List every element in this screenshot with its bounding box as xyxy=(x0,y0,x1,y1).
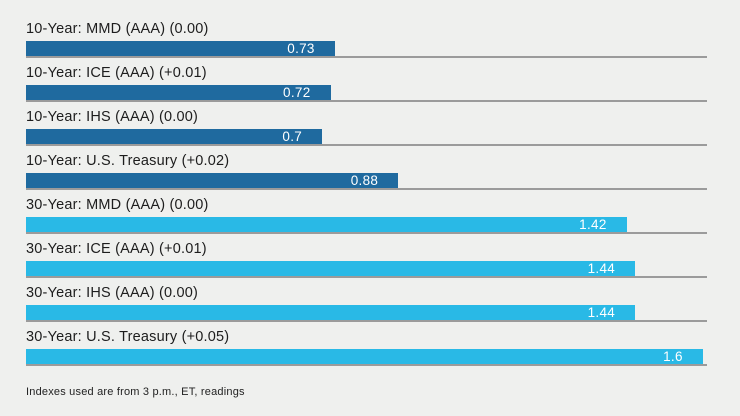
bar-value-label: 1.6 xyxy=(663,349,683,364)
bar-track: 1.6 xyxy=(26,349,707,366)
bar-30-year: 1.42 xyxy=(26,217,627,232)
bar-category-label: 30-Year: U.S. Treasury (+0.05) xyxy=(26,329,230,345)
bar-row: 30-Year: U.S. Treasury (+0.05) 1.6 xyxy=(26,328,707,366)
bar-category-label: 30-Year: ICE (AAA) (+0.01) xyxy=(26,241,207,257)
bar-10-year: 0.7 xyxy=(26,129,323,144)
bar-row: 30-Year: MMD (AAA) (0.00) 1.42 xyxy=(26,196,707,234)
bar-30-year: 1.44 xyxy=(26,261,636,276)
bar-value-label: 1.44 xyxy=(587,261,616,276)
bar-category-label: 10-Year: MMD (AAA) (0.00) xyxy=(26,21,209,37)
bar-track: 0.88 xyxy=(26,173,707,190)
bar-row: 10-Year: ICE (AAA) (+0.01) 0.72 xyxy=(26,64,707,102)
bar-30-year: 1.44 xyxy=(26,305,636,320)
bar-category-label: 10-Year: IHS (AAA) (0.00) xyxy=(26,109,199,125)
bar-chart-area: 10-Year: MMD (AAA) (0.00) 0.73 10-Year: IC… xyxy=(26,20,707,372)
bar-category-label: 30-Year: IHS (AAA) (0.00) xyxy=(26,285,199,301)
bar-row: 30-Year: ICE (AAA) (+0.01) 1.44 xyxy=(26,240,707,278)
bar-track: 1.42 xyxy=(26,217,707,234)
bar-30-year: 1.6 xyxy=(26,349,703,364)
bar-track: 0.72 xyxy=(26,85,707,102)
bar-row: 30-Year: IHS (AAA) (0.00) 1.44 xyxy=(26,284,707,322)
bar-10-year: 0.88 xyxy=(26,173,399,188)
bar-row: 10-Year: MMD (AAA) (0.00) 0.73 xyxy=(26,20,707,58)
bar-value-label: 0.72 xyxy=(283,85,311,100)
bar-category-label: 10-Year: U.S. Treasury (+0.02) xyxy=(26,153,230,169)
bar-value-label: 0.88 xyxy=(350,173,379,188)
bar-row: 10-Year: U.S. Treasury (+0.02) 0.88 xyxy=(26,152,707,190)
bar-track: 0.7 xyxy=(26,129,707,146)
bar-value-label: 1.42 xyxy=(579,217,607,232)
bar-category-label: 10-Year: ICE (AAA) (+0.01) xyxy=(26,65,207,81)
bar-value-label: 0.73 xyxy=(287,41,315,56)
bar-category-label: 30-Year: MMD (AAA) (0.00) xyxy=(26,197,209,213)
bar-track: 1.44 xyxy=(26,261,707,278)
bar-track: 1.44 xyxy=(26,305,707,322)
bar-value-label: 0.7 xyxy=(282,129,303,144)
bar-track: 0.73 xyxy=(26,41,707,58)
chart-footnote: Indexes used are from 3 p.m., ET, readin… xyxy=(26,386,245,398)
bar-row: 10-Year: IHS (AAA) (0.00) 0.7 xyxy=(26,108,707,146)
bar-10-year: 0.73 xyxy=(26,41,335,56)
bar-10-year: 0.72 xyxy=(26,85,331,100)
bar-value-label: 1.44 xyxy=(587,305,616,320)
